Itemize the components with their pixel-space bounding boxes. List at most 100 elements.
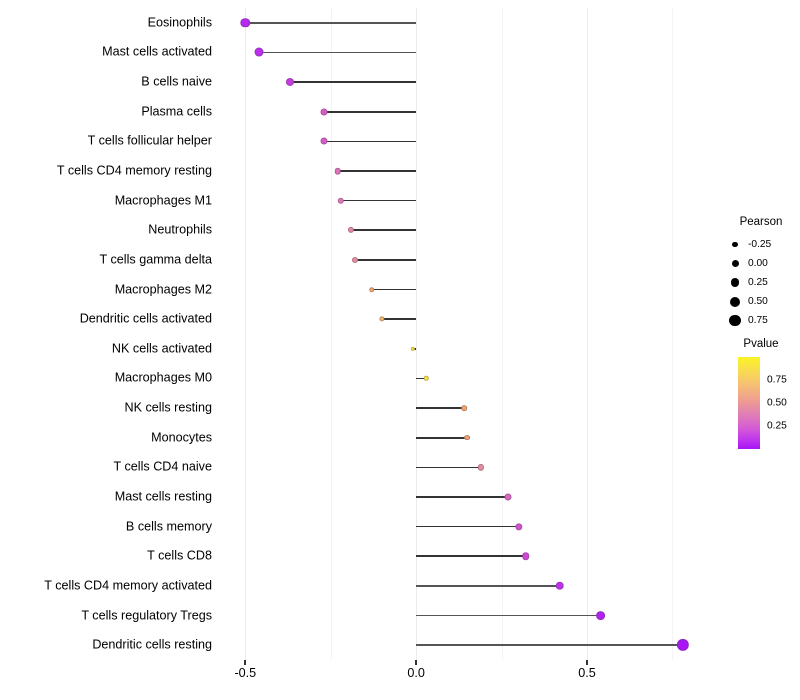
lollipop-point <box>521 552 530 561</box>
lollipop-point <box>334 167 341 175</box>
lollipop-stem <box>341 199 417 202</box>
x-axis-tick <box>586 660 588 665</box>
x-axis-tick-label: 0.0 <box>407 666 425 680</box>
size-legend-label: 0.25 <box>748 277 768 288</box>
y-axis-tick-label: T cells CD8 <box>147 548 212 563</box>
lollipop-point <box>595 610 606 621</box>
lollipop-stem <box>354 259 417 261</box>
y-axis-tick-label: Neutrophils <box>148 222 212 237</box>
y-axis-tick-label: T cells CD4 memory resting <box>56 163 212 178</box>
color-legend: Pvalue 0.75 0.50 0.25 <box>722 338 800 449</box>
y-axis-tick-label: Macrophages M0 <box>114 370 212 385</box>
size-legend-dot <box>730 278 740 287</box>
x-axis-tick <box>244 660 247 665</box>
lollipop-stem <box>382 318 417 320</box>
lollipop-point <box>320 137 328 145</box>
lollipop-point <box>555 581 564 591</box>
y-axis-tick-label: NK cells resting <box>124 400 213 415</box>
size-legend-dot-wrap <box>722 314 748 327</box>
lollipop-point <box>240 18 251 28</box>
lollipop-stem <box>337 170 417 172</box>
size-legend-label: 0.75 <box>748 315 768 326</box>
lollipop-stem <box>416 407 464 409</box>
lollipop-stem <box>416 555 526 558</box>
size-legend-dot <box>731 260 739 267</box>
lollipop-point <box>337 197 345 204</box>
lollipop-stem <box>416 525 519 528</box>
colorbar-gradient <box>738 357 760 449</box>
colorbar-tick-label: 0.50 <box>767 397 787 409</box>
lollipop-point <box>351 256 358 263</box>
size-legend-dot-wrap <box>722 296 748 307</box>
y-axis-tick-label: Mast cells resting <box>114 489 212 504</box>
y-axis-tick-label: T cells follicular helper <box>87 133 212 148</box>
gridline-major <box>245 8 247 660</box>
y-axis-tick-label: Monocytes <box>151 430 212 445</box>
y-axis-tick-label: NK cells activated <box>111 341 212 356</box>
y-axis-tick-label: Dendritic cells activated <box>79 311 212 326</box>
lollipop-stem <box>323 110 417 113</box>
gridline-minor <box>672 8 674 660</box>
lollipop-point <box>504 493 512 501</box>
colorbar-tick <box>760 380 764 381</box>
y-axis-tick-label: T cells CD4 memory activated <box>44 578 212 593</box>
lollipop-stem <box>371 288 417 291</box>
gridline-major <box>416 8 418 660</box>
lollipop-point <box>424 376 429 381</box>
lollipop-stem <box>289 81 417 83</box>
lollipop-stem <box>416 585 560 587</box>
colorbar-tick <box>760 426 764 427</box>
size-legend-dot-wrap <box>722 278 748 287</box>
lollipop-point <box>464 434 471 441</box>
y-axis-tick-label: Mast cells activated <box>102 44 212 59</box>
lollipop-stem <box>416 496 509 498</box>
y-axis-tick-label: T cells gamma delta <box>99 252 212 267</box>
gridline-minor <box>501 8 503 660</box>
x-axis-tick-label: -0.5 <box>234 666 257 680</box>
size-legend-dot <box>730 296 740 307</box>
lollipop-stem <box>259 51 417 54</box>
size-legend-label: -0.25 <box>748 239 772 250</box>
lollipop-point <box>320 108 328 116</box>
size-legend-label: 0.50 <box>748 296 768 307</box>
size-legend-entry: 0.00 <box>722 254 800 273</box>
lollipop-stem <box>416 436 468 439</box>
y-axis-tick-label: B cells naive <box>141 74 212 89</box>
lollipop-point <box>515 522 523 531</box>
y-axis-labels: Eosinophils Mast cells activated B cells n… <box>0 8 212 660</box>
size-legend-entry: -0.25 <box>722 235 800 254</box>
lollipop-stem <box>416 644 683 646</box>
color-legend-title: Pvalue <box>743 338 779 350</box>
colorbar-tick-label: 0.75 <box>767 374 787 386</box>
gridline-minor <box>330 8 332 660</box>
colorbar-tick <box>760 403 764 404</box>
colorbar-tick-label: 0.25 <box>767 420 787 432</box>
lollipop-stem <box>323 140 417 143</box>
lollipop-point <box>254 47 264 57</box>
lollipop-stem <box>416 614 601 617</box>
y-axis-tick-label: B cells memory <box>125 519 212 534</box>
x-axis-tick-label: 0.5 <box>578 666 596 680</box>
size-legend-dot-wrap <box>722 260 748 267</box>
size-legend-title: Pearson <box>739 216 783 228</box>
lollipop-stem <box>245 22 417 24</box>
y-axis-tick-label: Plasma cells <box>141 104 212 119</box>
size-legend-entry: 0.75 <box>722 311 800 330</box>
size-legend-dot-wrap <box>722 241 748 248</box>
y-axis-tick-label: T cells regulatory Tregs <box>81 608 212 623</box>
y-axis-tick-label: Macrophages M1 <box>114 193 212 208</box>
lollipop-stem <box>416 377 427 380</box>
plot-panel <box>218 8 710 660</box>
lollipop-stem <box>416 466 482 469</box>
size-legend-entry: 0.50 <box>722 292 800 311</box>
lollipop-point <box>368 286 375 293</box>
y-axis-tick-label: Dendritic cells resting <box>92 637 212 652</box>
size-legend-dot <box>729 314 741 327</box>
x-axis-tick <box>415 660 418 665</box>
lollipop-point <box>379 316 385 322</box>
lollipop-stem <box>351 229 417 232</box>
size-legend-label: 0.00 <box>748 258 768 269</box>
y-axis-tick-label: T cells CD4 naive <box>113 459 212 474</box>
lollipop-point <box>461 405 467 411</box>
